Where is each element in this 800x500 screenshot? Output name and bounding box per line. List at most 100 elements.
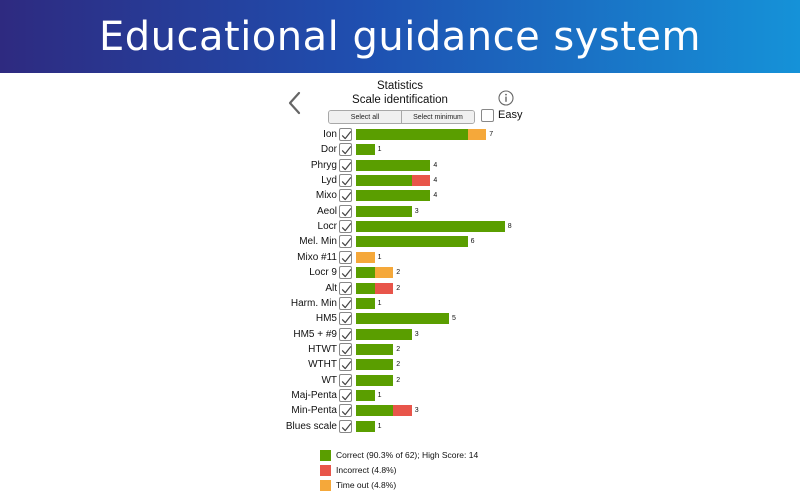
table-row: HM5 5 — [0, 312, 800, 326]
stacked-bar — [356, 221, 505, 233]
legend-swatch-incorrect — [320, 465, 331, 476]
checkmark-icon — [341, 330, 352, 339]
checkmark-icon — [341, 346, 352, 355]
select-minimum-button[interactable]: Select minimum — [402, 111, 474, 123]
checkmark-icon — [341, 146, 352, 155]
stacked-bar — [356, 328, 412, 340]
selection-button-group: Select all Select minimum — [328, 110, 475, 124]
scale-label: HM5 + #9 — [293, 328, 337, 340]
stacked-bar — [356, 251, 375, 263]
scale-checkbox[interactable] — [339, 388, 352, 402]
table-row: HTWT 2 — [0, 342, 800, 357]
easy-checkbox[interactable] — [481, 109, 494, 122]
legend-swatch-timeout — [320, 480, 331, 491]
checkmark-icon — [341, 223, 352, 232]
scale-checkbox[interactable] — [339, 312, 352, 326]
scale-label: Dor — [320, 144, 337, 156]
bar-value-label: 1 — [377, 391, 382, 399]
checkmark-icon — [341, 192, 352, 201]
scale-checkbox[interactable] — [339, 327, 352, 341]
table-row: Mel. Min 6 — [0, 235, 800, 249]
bar-value-label: 6 — [470, 238, 475, 246]
stacked-bar — [356, 267, 394, 279]
stacked-bar — [356, 420, 375, 432]
scale-checkbox[interactable] — [339, 158, 352, 172]
stacked-bar — [356, 175, 431, 187]
bar-segment-incorrect — [411, 175, 431, 187]
scale-label: Maj-Penta — [291, 389, 337, 401]
bar-value-label: 1 — [377, 299, 382, 307]
scale-checkbox[interactable] — [339, 358, 352, 372]
legend-label-timeout: Time out (4.8%) — [336, 480, 397, 490]
scale-checkbox[interactable] — [339, 143, 352, 157]
table-row: Min-Penta 3 — [0, 404, 800, 418]
checkmark-icon — [341, 376, 352, 385]
scale-checkbox[interactable] — [339, 266, 352, 280]
table-row: Mixo 4 — [0, 189, 800, 203]
bar-segment-correct — [356, 129, 468, 140]
bar-value-label: 8 — [507, 223, 512, 231]
stacked-bar — [356, 374, 394, 386]
bar-segment-correct — [356, 159, 431, 171]
bar-value-label: 2 — [396, 376, 401, 384]
bar-segment-correct — [356, 313, 449, 325]
bar-segment-correct — [356, 297, 375, 309]
table-row: Locr 9 2 — [0, 266, 800, 280]
legend-label-correct: Correct (90.3% of 62); High Score: 14 — [336, 450, 479, 460]
bar-segment-correct — [356, 144, 375, 156]
scale-checkbox[interactable] — [339, 296, 352, 310]
info-circle-icon[interactable] — [498, 90, 514, 106]
bar-segment-correct — [356, 374, 394, 386]
stacked-bar — [356, 359, 394, 371]
bar-segment-correct — [356, 205, 412, 217]
table-row: Lyd 4 — [0, 174, 800, 188]
bar-segment-correct — [356, 221, 505, 233]
scale-checkbox[interactable] — [339, 235, 352, 249]
scale-checkbox[interactable] — [339, 342, 352, 356]
bar-segment-timeout — [356, 251, 375, 263]
checkmark-icon — [341, 177, 352, 186]
scale-checkbox[interactable] — [339, 189, 352, 203]
table-row: Aeol 3 — [0, 204, 800, 219]
scale-label: HM5 — [315, 313, 337, 325]
table-row: Alt 2 — [0, 281, 800, 296]
scale-checkbox[interactable] — [339, 373, 352, 387]
checkmark-icon — [341, 407, 352, 416]
bar-value-label: 3 — [414, 207, 419, 215]
scale-checkbox[interactable] — [339, 419, 352, 433]
table-row: Harm. Min 1 — [0, 296, 800, 311]
bar-segment-correct — [356, 328, 412, 340]
stacked-bar — [356, 313, 449, 325]
scale-checkbox[interactable] — [339, 204, 352, 218]
scale-label: Mel. Min — [299, 236, 337, 248]
scale-label: WT — [321, 374, 337, 386]
scale-label: Locr — [317, 221, 337, 233]
select-all-button[interactable]: Select all — [329, 111, 402, 123]
legend-label-incorrect: Incorrect (4.8%) — [336, 465, 397, 475]
scale-label: Alt — [325, 282, 337, 294]
scale-checkbox[interactable] — [339, 128, 352, 141]
stacked-bar — [356, 159, 431, 171]
scale-label: Mixo — [315, 190, 337, 202]
stacked-bar — [356, 144, 375, 156]
bar-value-label: 1 — [377, 146, 382, 154]
scale-checkbox[interactable] — [339, 220, 352, 234]
stacked-bar — [356, 297, 375, 309]
bar-segment-correct — [356, 175, 412, 187]
chevron-left-icon[interactable] — [284, 90, 306, 116]
bar-value-label: 2 — [396, 284, 401, 292]
table-row: Locr 8 — [0, 220, 800, 234]
bar-segment-incorrect — [393, 405, 412, 417]
scale-label: HTWT — [308, 343, 337, 355]
scale-checkbox[interactable] — [339, 174, 352, 188]
scale-checkbox[interactable] — [339, 250, 352, 264]
checkmark-icon — [341, 207, 352, 216]
bar-segment-timeout — [374, 267, 394, 279]
page-subtitle: Scale identification — [352, 94, 448, 106]
scale-label: Lyd — [321, 175, 337, 187]
bar-segment-correct — [356, 190, 431, 202]
table-row: WT 2 — [0, 373, 800, 388]
checkmark-icon — [341, 300, 352, 309]
scale-checkbox[interactable] — [339, 404, 352, 418]
scale-checkbox[interactable] — [339, 281, 352, 295]
